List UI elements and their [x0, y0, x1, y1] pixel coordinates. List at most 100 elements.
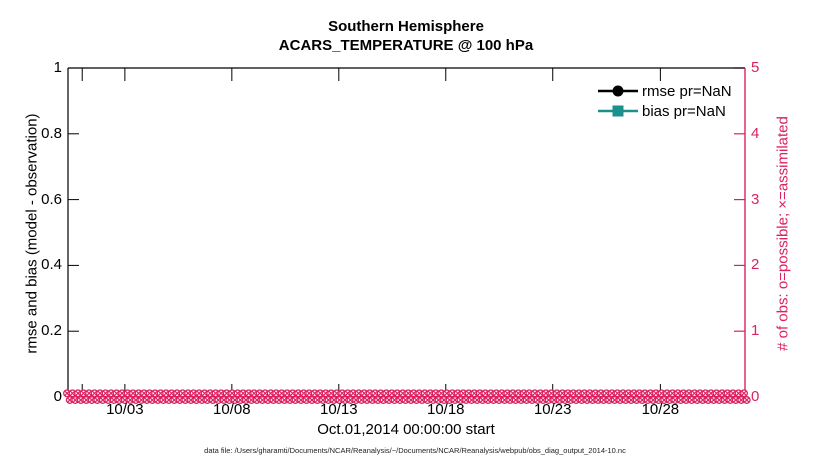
- assimilated-x-marker: [223, 390, 230, 397]
- assimilated-x-marker: [171, 397, 178, 403]
- assimilated-x-marker: [724, 390, 731, 397]
- assimilated-x-marker: [477, 390, 483, 397]
- assimilated-x-marker: [534, 397, 541, 403]
- plot-title: Southern Hemisphere: [328, 18, 484, 35]
- assimilated-x-marker: [587, 390, 593, 397]
- assimilated-x-marker: [333, 390, 340, 397]
- assimilated-x-marker: [510, 390, 516, 397]
- assimilated-x-marker: [468, 397, 475, 403]
- x-tick-label: 10/18: [426, 401, 465, 418]
- assimilated-x-marker: [471, 390, 478, 397]
- assimilated-x-marker: [339, 390, 345, 397]
- assimilated-x-marker: [292, 397, 299, 403]
- assimilated-x-marker: [67, 397, 73, 403]
- assimilated-x-marker: [490, 397, 497, 403]
- assimilated-x-marker: [537, 390, 544, 397]
- assimilated-x-marker: [711, 397, 717, 403]
- assimilated-x-marker: [702, 390, 709, 397]
- assimilated-x-marker: [133, 397, 139, 403]
- assimilated-x-marker: [617, 397, 623, 403]
- assimilated-x-marker: [108, 390, 114, 397]
- assimilated-x-marker: [278, 390, 285, 397]
- assimilated-x-marker: [441, 397, 447, 403]
- assimilated-x-marker: [705, 397, 711, 403]
- assimilated-x-marker: [232, 397, 238, 403]
- assimilated-x-marker: [512, 397, 519, 403]
- assimilated-x-marker: [240, 390, 246, 397]
- assimilated-x-marker: [642, 390, 648, 397]
- y-tick-label-right: 2: [751, 256, 760, 274]
- assimilated-x-marker: [177, 397, 183, 403]
- assimilated-x-marker: [221, 397, 227, 403]
- assimilated-x-marker: [122, 397, 128, 403]
- assimilated-x-marker: [94, 397, 100, 403]
- assimilated-x-marker: [735, 390, 742, 397]
- assimilated-x-marker: [193, 397, 200, 403]
- assimilated-x-marker: [628, 397, 634, 403]
- assimilated-x-marker: [716, 397, 722, 403]
- assimilated-x-marker: [633, 397, 640, 403]
- assimilated-x-marker: [551, 397, 557, 403]
- assimilated-x-marker: [254, 397, 260, 403]
- x-axis-label: Oct.01,2014 00:00:00 start: [317, 421, 495, 438]
- assimilated-x-marker: [730, 390, 736, 397]
- assimilated-x-marker: [284, 390, 290, 397]
- assimilated-x-marker: [295, 390, 301, 397]
- assimilated-x-marker: [160, 397, 167, 403]
- assimilated-x-marker: [548, 390, 555, 397]
- assimilated-x-marker: [422, 390, 428, 397]
- x-tick-label: 10/28: [641, 401, 680, 418]
- assimilated-x-marker: [124, 390, 131, 397]
- assimilated-x-marker: [559, 390, 566, 397]
- assimilated-x-marker: [259, 397, 266, 403]
- assimilated-x-marker: [78, 397, 84, 403]
- assimilated-x-marker: [622, 397, 629, 403]
- assimilated-x-marker: [358, 397, 365, 403]
- legend-rmse-label: rmse pr=NaN: [642, 83, 732, 100]
- assimilated-x-marker: [466, 390, 472, 397]
- assimilated-x-marker: [606, 397, 612, 403]
- y-tick-label-left: 1: [53, 59, 62, 76]
- assimilated-x-marker: [210, 397, 216, 403]
- plot-title-block: Southern Hemisphere ACARS_TEMPERATURE @ …: [56, 17, 756, 55]
- assimilated-x-marker: [598, 390, 604, 397]
- assimilated-x-marker: [152, 390, 158, 397]
- assimilated-x-marker: [229, 390, 235, 397]
- assimilated-x-marker: [658, 390, 665, 397]
- assimilated-x-marker: [397, 397, 403, 403]
- assimilated-x-marker: [317, 390, 323, 397]
- assimilated-x-marker: [369, 397, 376, 403]
- assimilated-x-marker: [146, 390, 153, 397]
- assimilated-x-marker: [501, 397, 508, 403]
- assimilated-x-marker: [320, 397, 326, 403]
- assimilated-x-marker: [350, 390, 356, 397]
- assimilated-x-marker: [119, 390, 125, 397]
- assimilated-x-marker: [226, 397, 233, 403]
- assimilated-x-marker: [166, 397, 172, 403]
- assimilated-x-marker: [281, 397, 288, 403]
- assimilated-x-marker: [460, 390, 467, 397]
- assimilated-x-marker: [576, 390, 582, 397]
- assimilated-x-marker: [581, 390, 588, 397]
- assimilated-x-marker: [733, 397, 739, 403]
- assimilated-x-marker: [91, 390, 98, 397]
- assimilated-x-marker: [394, 390, 400, 397]
- assimilated-x-marker: [457, 397, 464, 403]
- assimilated-x-marker: [80, 390, 87, 397]
- assimilated-x-marker: [402, 397, 409, 403]
- assimilated-x-marker: [303, 397, 310, 403]
- assimilated-x-marker: [430, 397, 436, 403]
- assimilated-x-marker: [383, 390, 389, 397]
- assimilated-x-marker: [482, 390, 489, 397]
- assimilated-x-marker: [419, 397, 425, 403]
- assimilated-x-marker: [201, 390, 208, 397]
- data-file-footer: data file: /Users/gharamti/Documents/NCA…: [204, 446, 626, 455]
- assimilated-x-marker: [515, 390, 522, 397]
- assimilated-x-marker: [391, 397, 398, 403]
- assimilated-x-marker: [688, 397, 695, 403]
- assimilated-x-marker: [89, 397, 95, 403]
- assimilated-x-marker: [675, 390, 681, 397]
- assimilated-x-marker: [653, 390, 659, 397]
- y-tick-label-left: 0.6: [41, 190, 62, 208]
